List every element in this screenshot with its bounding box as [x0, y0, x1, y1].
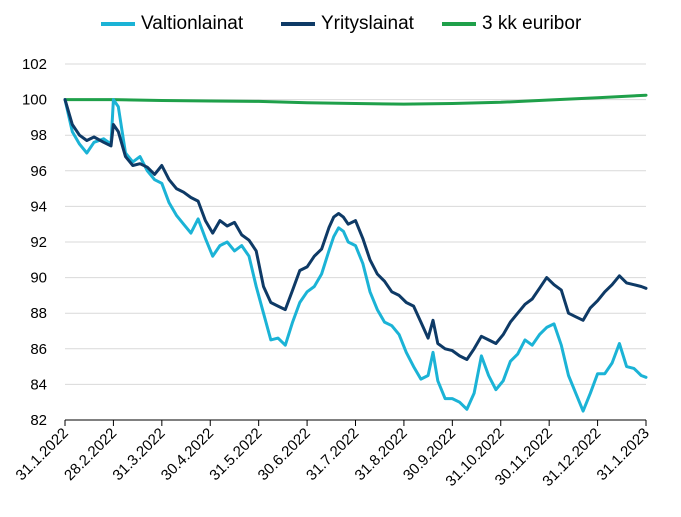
gridlines	[65, 63, 646, 385]
series-line-yrityslainat	[63, 98, 648, 361]
legend-swatch-3kk-euribor	[442, 22, 476, 26]
legend-swatch-yrityslainat	[281, 22, 315, 26]
y-tick-label: 86	[30, 341, 47, 358]
series-lines	[63, 93, 648, 413]
legend-label-valtionlainat: Valtionlainat	[141, 13, 244, 34]
legend-item-yrityslainat: Yrityslainat	[281, 7, 414, 41]
y-tick-label: 96	[30, 163, 47, 180]
y-tick-label: 88	[30, 305, 47, 322]
legend: Valtionlainat Yrityslainat 3 kk euribor	[0, 7, 681, 41]
y-tick-label: 84	[30, 376, 47, 393]
x-axis-tick-marks	[64, 420, 647, 426]
x-tick-label: 31.1.2023	[594, 425, 653, 484]
legend-item-valtionlainat: Valtionlainat	[101, 7, 243, 41]
legend-item-3kk-euribor: 3 kk euribor	[442, 7, 581, 41]
legend-label-yrityslainat: Yrityslainat	[321, 13, 414, 34]
y-tick-label: 90	[30, 270, 47, 287]
y-tick-label: 94	[30, 198, 47, 215]
series-line-3-kk-euribor	[63, 93, 648, 106]
y-tick-label: 92	[30, 234, 47, 251]
y-tick-label: 82	[30, 412, 47, 429]
y-axis-tick-labels: 82 84 86 88 90 92 94 96 98 100 102	[22, 56, 47, 429]
legend-label-3kk-euribor: 3 kk euribor	[482, 13, 582, 34]
y-tick-label: 102	[22, 56, 47, 73]
series-line-valtionlainat	[63, 98, 648, 413]
x-axis-tick-labels: 31.1.202228.2.202231.3.202230.4.202231.5…	[13, 425, 653, 490]
legend-swatch-valtionlainat	[101, 22, 135, 26]
y-tick-label: 98	[30, 127, 47, 144]
y-tick-label: 100	[22, 92, 47, 109]
